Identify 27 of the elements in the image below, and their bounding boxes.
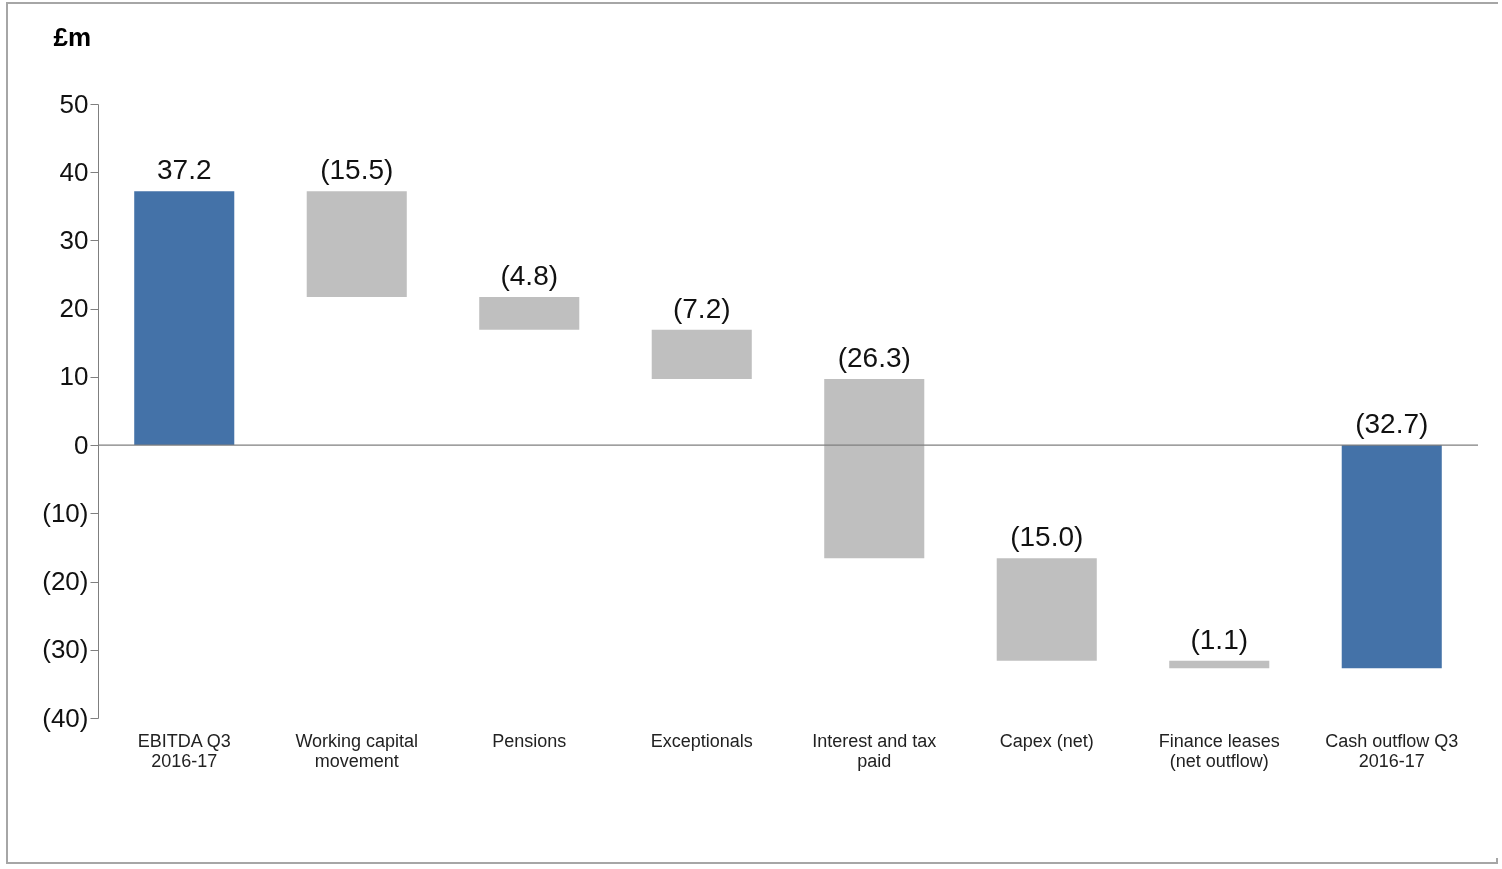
y-axis-title: £m xyxy=(53,21,92,52)
y-tick-label: 30 xyxy=(59,224,89,255)
y-tick-label: (20) xyxy=(42,566,89,597)
x-tick-label: Finance leases (net outflow) xyxy=(1158,730,1280,771)
data-label: (1.1) xyxy=(1190,623,1249,655)
x-tick-label: Interest and tax paid xyxy=(812,730,937,771)
data-label: (7.2) xyxy=(672,292,731,324)
y-tick-label: 10 xyxy=(59,361,89,392)
x-tick-label: Exceptionals xyxy=(650,730,753,751)
x-tick-label: Working capital movement xyxy=(295,730,419,771)
y-tick-label: 20 xyxy=(59,293,89,324)
x-tick-label: Pensions xyxy=(492,730,567,751)
data-label: (15.5) xyxy=(320,154,394,186)
data-label: (32.7) xyxy=(1355,408,1429,440)
x-tick-label: Capex (net) xyxy=(999,730,1094,751)
data-label: 37.2 xyxy=(157,154,212,186)
x-tick-label: Cash outflow Q3 2016-17 xyxy=(1325,730,1459,771)
y-tick-label: (40) xyxy=(42,702,89,733)
y-tick-label: (30) xyxy=(42,634,89,665)
y-tick-label: (10) xyxy=(42,497,89,528)
data-label: (4.8) xyxy=(500,260,559,292)
data-label: (15.0) xyxy=(1010,521,1084,553)
data-label: (26.3) xyxy=(837,341,911,373)
x-tick-label: EBITDA Q3 2016-17 xyxy=(137,730,231,771)
y-tick-label: 50 xyxy=(59,88,89,119)
y-tick-label: 40 xyxy=(59,156,89,187)
y-tick-label: 0 xyxy=(74,429,89,460)
